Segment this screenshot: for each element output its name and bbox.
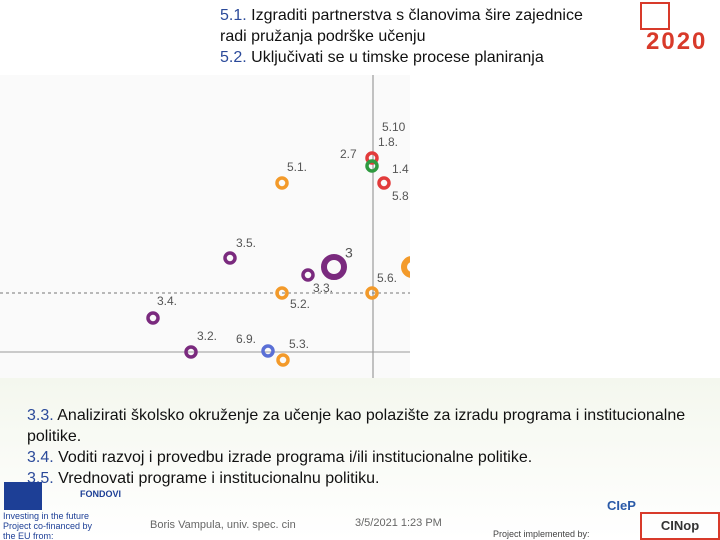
- item-code: 5.1.: [220, 7, 247, 24]
- bottom-text: 3.3. Analizirati školsko okruženje za uč…: [27, 405, 687, 489]
- item: 3.4. Voditi razvoj i provedbu izrade pro…: [27, 447, 687, 468]
- node-label: 5.3.: [289, 337, 309, 351]
- node-label: 3.5.: [236, 236, 256, 250]
- node-label: 2.7: [340, 147, 357, 161]
- eu-text: Investing in the future Project co-finan…: [3, 511, 93, 540]
- lower-panel: [0, 378, 720, 540]
- item-text: Uključivati se u timske procese planiran…: [251, 49, 544, 66]
- node-label: 3.4.: [157, 294, 177, 308]
- item-text: Izgraditi partnerstva s članovima šire z…: [220, 7, 583, 45]
- date: 3/5/2021 1:23 PM: [355, 517, 442, 529]
- item: 3.5. Vrednovati programe i institucional…: [27, 468, 687, 489]
- eu-flag: [4, 482, 42, 510]
- node-label: 5.10: [382, 120, 406, 134]
- ciep-logo: CIeP: [607, 498, 636, 513]
- item-text: Analizirati školsko okruženje za učenje …: [27, 407, 686, 445]
- node-label: 5.1.: [287, 160, 307, 174]
- top-text: 5.1. Izgraditi partnerstva s članovima š…: [220, 5, 600, 68]
- node-label: 6.9.: [236, 332, 256, 346]
- item-code: 5.2.: [220, 49, 247, 66]
- logo-year: 2020: [646, 28, 708, 55]
- logo: 2020: [612, 2, 717, 55]
- node-label: 5.8: [392, 189, 409, 203]
- item: 3.3. Analizirati školsko okruženje za uč…: [27, 405, 687, 447]
- chart-fragment: 5.101.8. 2.7 1.4 5.8 5.1. 3.5. 3 3.3. 5.6. 5.2. 3.…: [0, 75, 410, 378]
- implemented-by: Project implemented by:: [493, 529, 590, 539]
- node-label: 5.2.: [290, 297, 310, 311]
- node-label: 5.6.: [377, 271, 397, 285]
- node-label: 1.4: [392, 162, 409, 176]
- item-text: Voditi razvoj i provedbu izrade programa…: [58, 449, 533, 466]
- item-code: 3.3.: [27, 407, 54, 424]
- cinop-logo: CINop: [640, 512, 720, 540]
- node-label: 3: [345, 245, 353, 261]
- item-text: Vrednovati programe i institucionalnu po…: [58, 470, 380, 487]
- node-label: 3.3.: [313, 281, 333, 295]
- node-label: 1.8.: [378, 135, 398, 149]
- item: 5.2. Uključivati se u timske procese pla…: [220, 47, 600, 68]
- author: Boris Vampula, univ. spec. cin: [150, 519, 296, 531]
- node-label: 3.2.: [197, 329, 217, 343]
- item-code: 3.4.: [27, 449, 54, 466]
- fondovi: FONDOVI: [80, 489, 122, 499]
- item: 5.1. Izgraditi partnerstva s članovima š…: [220, 5, 600, 47]
